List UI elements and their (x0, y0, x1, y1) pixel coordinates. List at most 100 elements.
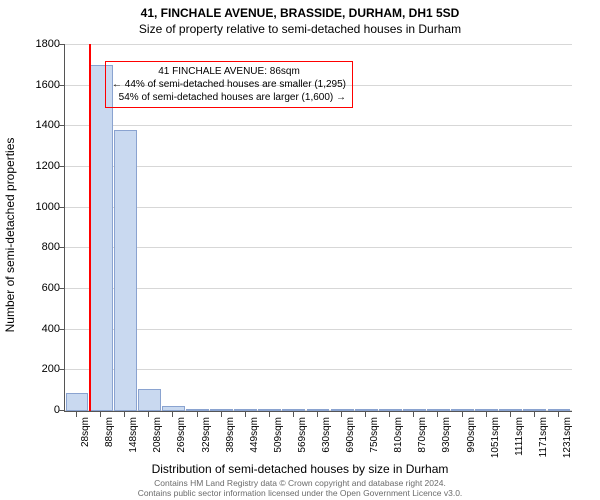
x-tick-mark (462, 412, 463, 417)
x-tick-label: 990sqm (466, 417, 477, 453)
x-tick-label: 630sqm (321, 417, 332, 453)
y-tick-mark (59, 288, 64, 289)
x-tick-mark (100, 412, 101, 417)
histogram-chart: 41, FINCHALE AVENUE, BRASSIDE, DURHAM, D… (0, 0, 600, 500)
x-tick-label: 870sqm (417, 417, 428, 453)
histogram-bar (451, 409, 474, 411)
y-tick-label: 800 (20, 241, 60, 253)
x-tick-mark (76, 412, 77, 417)
y-tick-mark (59, 44, 64, 45)
y-tick-mark (59, 85, 64, 86)
histogram-bar (475, 409, 498, 411)
y-tick-label: 200 (20, 363, 60, 375)
gridline (65, 369, 572, 370)
y-tick-label: 1200 (20, 160, 60, 172)
y-tick-mark (59, 410, 64, 411)
annotation-line: ← 44% of semi-detached houses are smalle… (112, 78, 346, 91)
x-tick-mark (148, 412, 149, 417)
x-tick-mark (365, 412, 366, 417)
y-tick-label: 1400 (20, 119, 60, 131)
chart-title-sub: Size of property relative to semi-detach… (0, 20, 600, 36)
x-tick-label: 28sqm (80, 417, 91, 447)
histogram-bar (379, 409, 402, 411)
x-tick-label: 810sqm (393, 417, 404, 453)
x-tick-label: 148sqm (128, 417, 139, 453)
gridline (65, 125, 572, 126)
y-tick-label: 1000 (20, 201, 60, 213)
plot-area: 41 FINCHALE AVENUE: 86sqm← 44% of semi-d… (64, 44, 572, 412)
x-tick-mark (558, 412, 559, 417)
y-tick-mark (59, 207, 64, 208)
x-tick-mark (534, 412, 535, 417)
annotation-line: 54% of semi-detached houses are larger (… (112, 91, 346, 104)
y-tick-label: 0 (20, 404, 60, 416)
histogram-bar (210, 409, 233, 411)
histogram-bar (403, 409, 426, 411)
x-tick-mark (437, 412, 438, 417)
histogram-bar (282, 409, 305, 411)
chart-footer: Contains HM Land Registry data © Crown c… (0, 479, 600, 498)
x-tick-label: 1111sqm (514, 417, 525, 456)
x-tick-mark (124, 412, 125, 417)
x-tick-label: 1231sqm (562, 417, 573, 458)
y-tick-mark (59, 166, 64, 167)
histogram-bar (499, 409, 522, 411)
y-tick-label: 400 (20, 323, 60, 335)
histogram-bar (427, 409, 450, 411)
histogram-bar (307, 409, 330, 411)
histogram-bar (234, 409, 257, 411)
x-tick-label: 389sqm (225, 417, 236, 453)
y-tick-mark (59, 125, 64, 126)
gridline (65, 166, 572, 167)
x-tick-label: 329sqm (201, 417, 212, 453)
x-tick-mark (293, 412, 294, 417)
x-tick-label: 1051sqm (490, 417, 501, 458)
histogram-bar (258, 409, 281, 411)
x-tick-mark (269, 412, 270, 417)
x-tick-label: 88sqm (104, 417, 115, 447)
histogram-bar (66, 393, 89, 411)
x-tick-label: 449sqm (249, 417, 260, 453)
x-tick-mark (389, 412, 390, 417)
histogram-bar (331, 409, 354, 411)
gridline (65, 329, 572, 330)
y-tick-mark (59, 369, 64, 370)
x-tick-mark (413, 412, 414, 417)
histogram-bar (523, 409, 546, 411)
histogram-bar (138, 389, 161, 411)
gridline (65, 207, 572, 208)
x-tick-mark (510, 412, 511, 417)
chart-title-main: 41, FINCHALE AVENUE, BRASSIDE, DURHAM, D… (0, 0, 600, 20)
footer-line-2: Contains public sector information licen… (0, 489, 600, 498)
x-tick-label: 750sqm (369, 417, 380, 453)
histogram-bar (162, 406, 185, 411)
y-tick-mark (59, 247, 64, 248)
y-tick-label: 1800 (20, 38, 60, 50)
x-tick-label: 930sqm (441, 417, 452, 453)
x-tick-mark (486, 412, 487, 417)
y-tick-label: 600 (20, 282, 60, 294)
x-tick-label: 208sqm (152, 417, 163, 453)
x-tick-label: 269sqm (176, 417, 187, 453)
x-tick-mark (341, 412, 342, 417)
y-tick-mark (59, 329, 64, 330)
histogram-bar (186, 409, 209, 411)
annotation-box: 41 FINCHALE AVENUE: 86sqm← 44% of semi-d… (105, 61, 353, 108)
x-tick-label: 1171sqm (538, 417, 549, 457)
annotation-line: 41 FINCHALE AVENUE: 86sqm (112, 65, 346, 78)
x-tick-mark (245, 412, 246, 417)
x-tick-label: 569sqm (297, 417, 308, 453)
x-tick-mark (317, 412, 318, 417)
x-tick-label: 509sqm (273, 417, 284, 453)
property-marker-line (89, 44, 91, 411)
x-tick-mark (221, 412, 222, 417)
histogram-bar (114, 130, 137, 411)
x-tick-mark (197, 412, 198, 417)
x-tick-mark (172, 412, 173, 417)
x-axis-label: Distribution of semi-detached houses by … (0, 462, 600, 476)
gridline (65, 288, 572, 289)
gridline (65, 247, 572, 248)
gridline (65, 44, 572, 45)
histogram-bar (90, 65, 113, 411)
y-tick-label: 1600 (20, 79, 60, 91)
